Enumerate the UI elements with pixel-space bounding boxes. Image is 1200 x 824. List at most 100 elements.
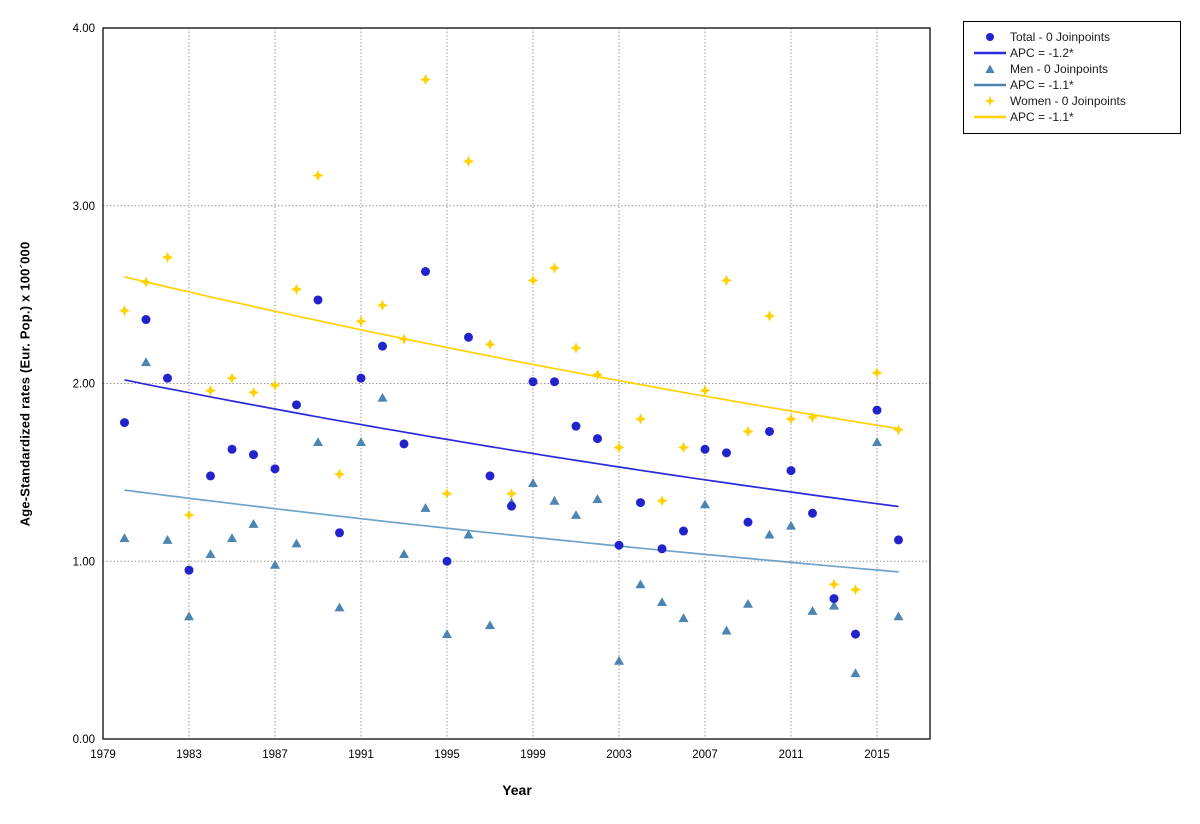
legend-item-total: Total - 0 Joinpoints (970, 29, 1174, 45)
legend-label-women-apc: APC = -1.1* (1010, 110, 1074, 124)
data-point-men (141, 357, 151, 367)
data-point-total (270, 464, 280, 474)
data-point-women (828, 578, 840, 590)
data-point-women (441, 488, 453, 500)
legend: Total - 0 Joinpoints APC = -1.2* Men - 0… (963, 21, 1181, 134)
data-point-total (743, 517, 753, 527)
data-point-men (743, 599, 753, 608)
data-point-total (700, 444, 710, 454)
data-point-men (442, 629, 452, 639)
data-point-women (591, 369, 604, 381)
data-point-men (420, 503, 431, 512)
trendline-women (124, 275, 899, 430)
data-point-total (378, 341, 387, 351)
data-point-women (527, 274, 539, 287)
data-point-men (635, 579, 646, 589)
women-trendline-icon (970, 111, 1010, 123)
data-point-total (442, 556, 452, 566)
data-point-total (894, 535, 903, 545)
data-point-men (549, 495, 560, 505)
data-point-women (505, 488, 518, 500)
data-point-women (419, 73, 432, 86)
data-point-men (872, 437, 882, 447)
data-point-total (163, 373, 172, 383)
data-point-men (227, 533, 237, 543)
data-point-women (269, 379, 281, 391)
data-point-women (613, 441, 625, 454)
legend-label-men-apc: APC = -1.1* (1010, 78, 1074, 92)
data-point-women (183, 509, 195, 521)
data-point-women (785, 413, 797, 425)
data-point-men (377, 392, 388, 402)
total-circle-icon (970, 31, 1010, 43)
data-point-total (550, 377, 559, 387)
men-triangle-icon (970, 63, 1010, 75)
data-point-men (786, 520, 796, 530)
data-point-men (893, 611, 904, 621)
data-point-women (462, 155, 475, 167)
legend-label-total: Total - 0 Joinpoints (1010, 30, 1111, 44)
data-point-men (463, 529, 474, 539)
data-point-women (871, 367, 883, 379)
data-point-total (786, 466, 796, 476)
data-point-women (355, 315, 367, 327)
data-point-women (656, 495, 668, 507)
data-point-men (399, 549, 409, 559)
data-point-women (892, 424, 905, 436)
data-point-men (678, 613, 689, 623)
x-tick-label: 1999 (520, 749, 546, 761)
data-point-women (806, 411, 819, 423)
data-point-men (657, 597, 667, 607)
data-point-women (398, 333, 410, 345)
data-point-total (292, 400, 301, 410)
data-point-total (636, 498, 645, 508)
data-point-total (421, 267, 430, 277)
legend-item-women: Women - 0 Joinpoints (970, 93, 1174, 109)
x-axis-title: Year (502, 782, 532, 798)
women-star-icon (970, 95, 1010, 107)
data-point-women (763, 310, 776, 322)
men-trendline-icon (970, 79, 1010, 91)
data-point-women (376, 299, 389, 311)
data-point-total (335, 528, 344, 538)
data-point-men (291, 538, 302, 548)
data-point-women (699, 385, 711, 397)
data-point-men (807, 606, 818, 615)
x-tick-label: 2015 (864, 749, 890, 761)
legend-label-total-apc: APC = -1.2* (1010, 46, 1074, 60)
data-point-total (507, 501, 516, 511)
data-point-men (721, 625, 732, 635)
y-tick-label: 3.00 (73, 201, 95, 213)
data-point-total (227, 444, 237, 454)
data-point-men (334, 602, 345, 612)
legend-item-men-apc: APC = -1.1* (970, 77, 1174, 93)
data-point-total (808, 508, 817, 518)
plot-frame (102, 27, 931, 740)
data-point-men (829, 600, 839, 610)
data-point-total (679, 526, 688, 536)
data-point-women (161, 251, 174, 263)
x-tick-label: 1995 (434, 749, 460, 761)
trendline-total (124, 379, 899, 508)
y-tick-label: 4.00 (73, 23, 95, 35)
data-point-women (634, 413, 647, 425)
data-point-men (528, 478, 538, 487)
data-point-total (571, 421, 581, 431)
data-point-total (206, 471, 215, 481)
data-point-women (290, 283, 303, 295)
data-point-women (677, 441, 690, 454)
data-point-women (570, 342, 582, 354)
data-point-men (184, 611, 194, 621)
data-point-men (248, 519, 259, 528)
data-point-men (356, 437, 366, 447)
legend-item-total-apc: APC = -1.2* (970, 45, 1174, 61)
data-point-total (464, 332, 473, 342)
data-point-men (614, 655, 624, 665)
data-point-total (184, 565, 194, 575)
y-tick-label: 0.00 (73, 734, 95, 746)
data-point-women (742, 425, 754, 438)
data-point-women (720, 274, 733, 287)
data-point-total (485, 471, 495, 481)
data-point-men (205, 549, 216, 559)
